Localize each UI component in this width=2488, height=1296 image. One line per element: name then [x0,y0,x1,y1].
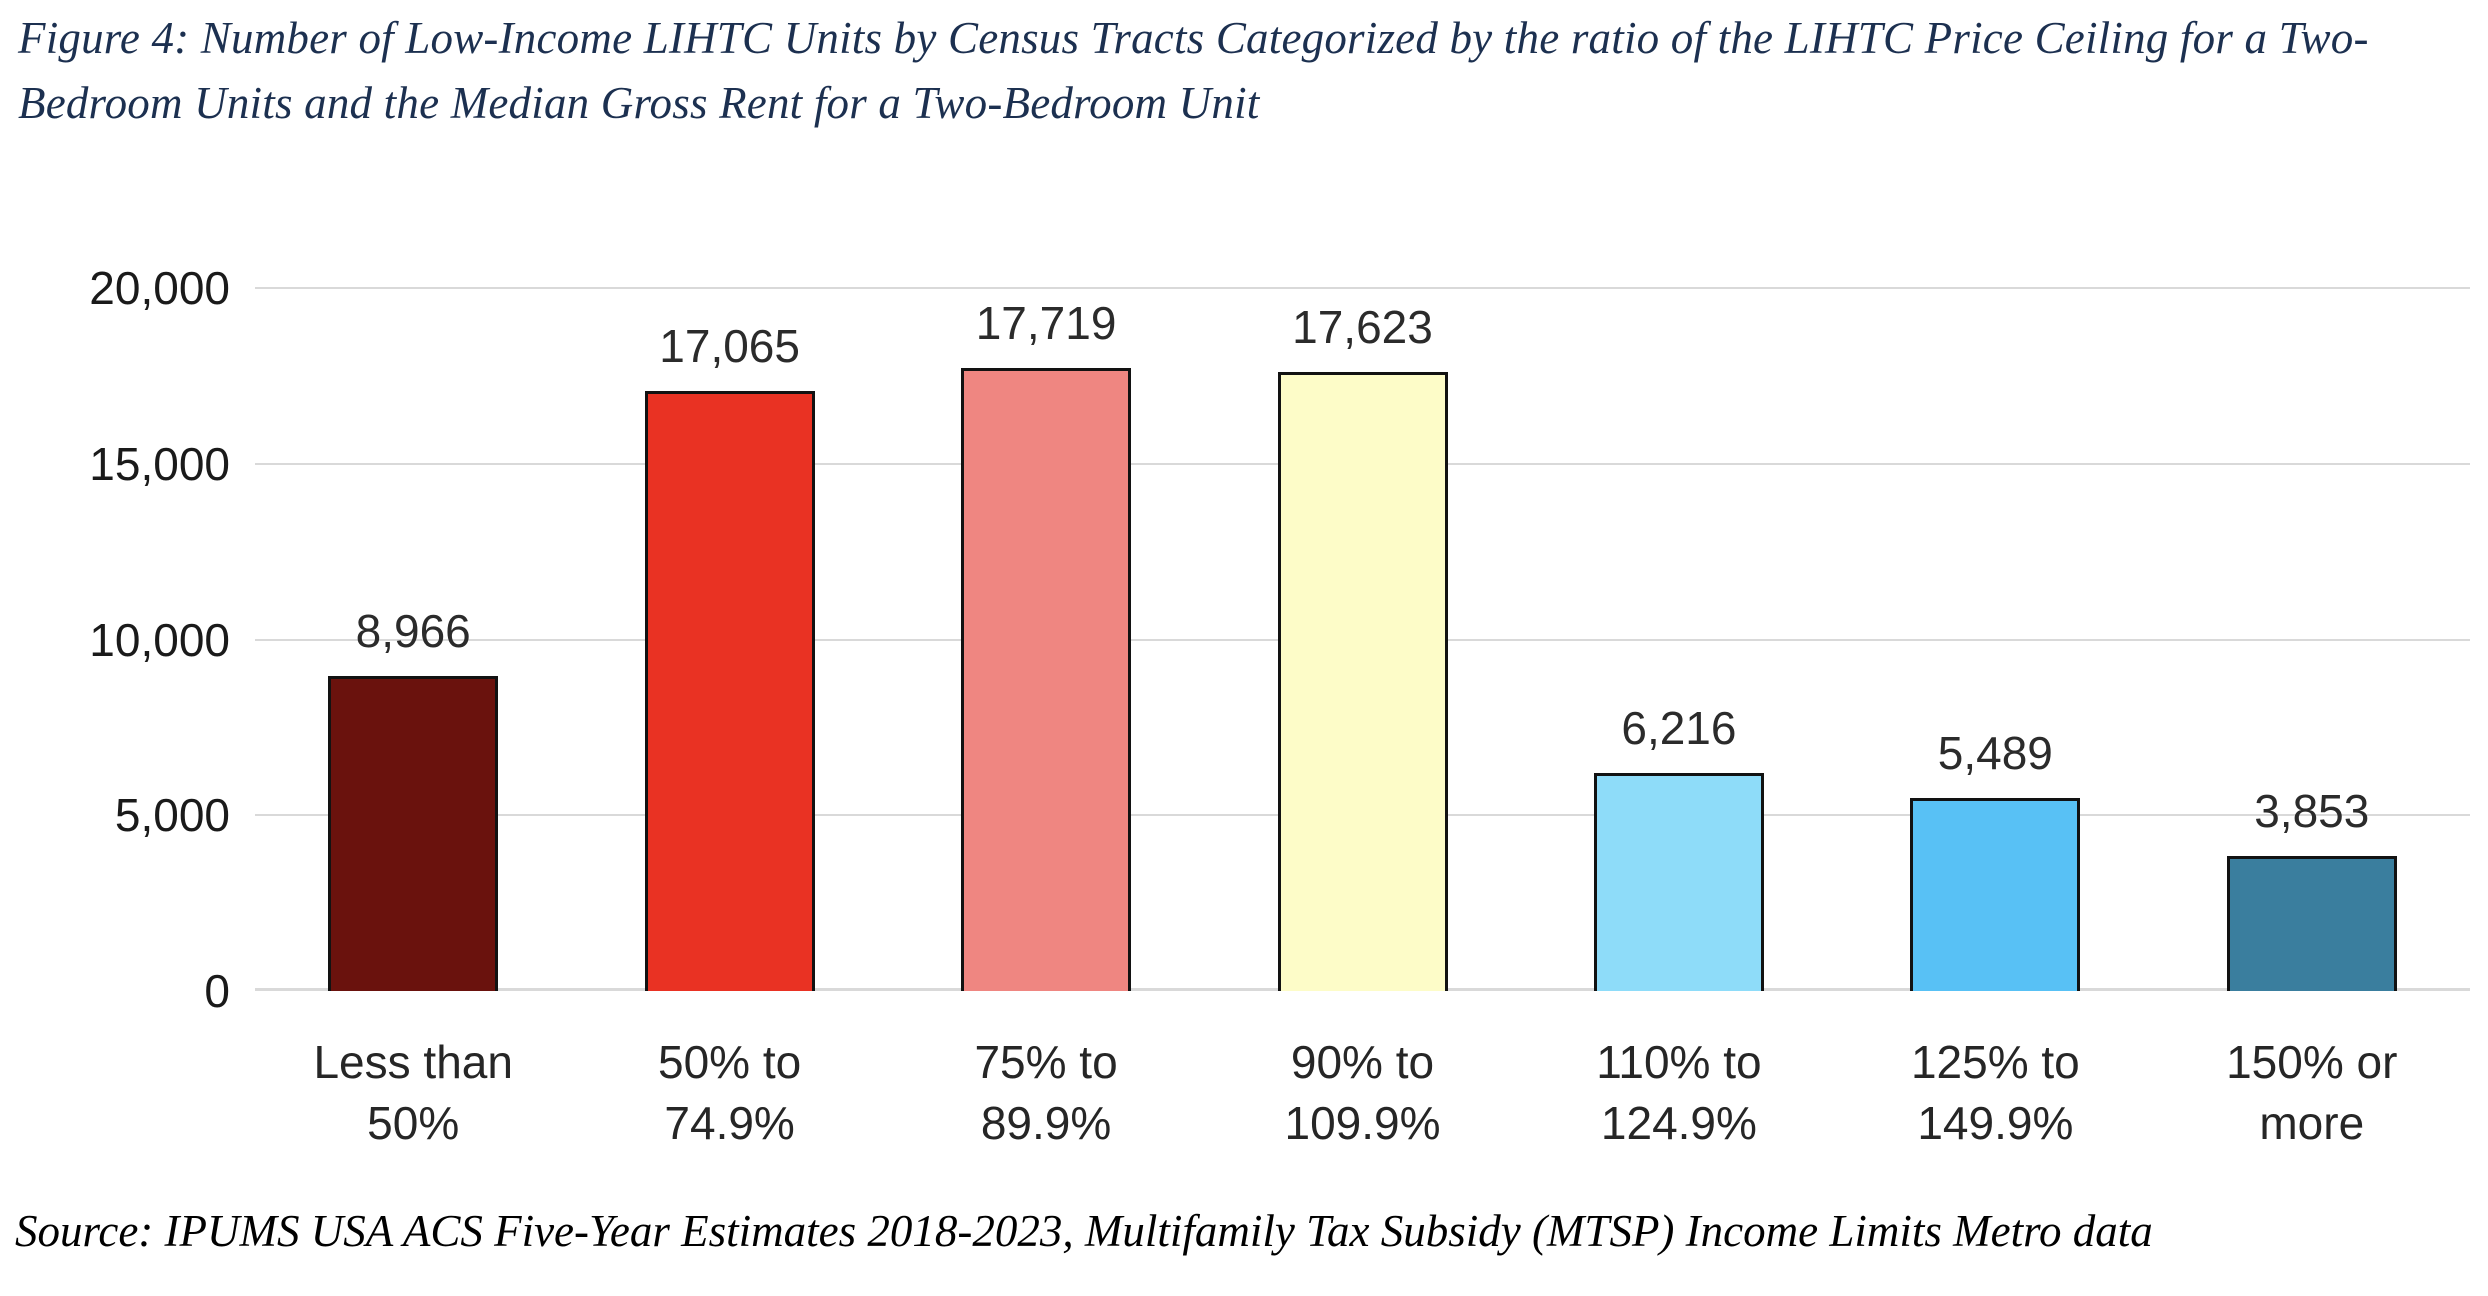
gridline-20000 [255,287,2470,289]
x-tick-label-2: 50% to 74.9% [571,1032,887,1153]
bar-5 [1593,773,1764,991]
x-tick-label-line: 89.9% [980,1096,1112,1149]
bar-value-label-4: 17,623 [1292,301,1433,353]
bar-value-label-2: 17,065 [659,320,800,372]
x-tick-label-5: 110% to 124.9% [1521,1032,1837,1153]
source-note: Source: IPUMS USA ACS Five-Year Estimate… [15,1206,2153,1256]
x-tick-label-line: Less than [313,1036,513,1088]
x-tick-label-line: 50% to [658,1036,802,1088]
y-tick-label-10000: 10,000 [89,613,230,666]
y-tick-label-20000: 20,000 [89,262,230,314]
bar-6 [1910,798,2081,991]
x-tick-label-1: Less than 50% [255,1032,571,1153]
x-tick-label-line: 50% [367,1096,460,1149]
x-tick-label-line: 150% or [2226,1036,2398,1088]
x-axis: Less than 50% 50% to 74.9% 75% to 89.9% 90% to… [255,1032,2470,1192]
bar-value-label-1: 8,966 [355,605,471,657]
x-tick-label-4: 90% to 109.9% [1204,1032,1520,1153]
x-tick-label-line: more [2259,1096,2365,1149]
x-tick-label-line: 149.9% [1917,1096,2074,1149]
bar-7 [2226,856,2397,991]
x-tick-label-3: 75% to 89.9% [888,1032,1204,1153]
x-tick-label-line: 74.9% [664,1096,795,1149]
x-tick-label-line: 110% to [1596,1036,1762,1088]
x-tick-label-line: 124.9% [1600,1096,1757,1149]
x-tick-label-7: 150% or more [2154,1032,2470,1153]
figure-title: Figure 4: Number of Low-Income LIHTC Uni… [18,13,2369,129]
x-tick-label-6: 125% to 149.9% [1837,1032,2153,1153]
bar-value-label-3: 17,719 [975,297,1117,349]
y-tick-label-5000: 5,000 [114,789,230,842]
bar-2 [644,391,815,991]
y-axis: 0 5,000 10,000 15,000 20,000 [40,262,230,1017]
bar-4 [1277,372,1448,991]
x-tick-label-line: 75% to [974,1036,1118,1088]
y-tick-label-0: 0 [204,965,230,1017]
x-tick-label-line: 125% to [1910,1036,2080,1088]
bar-value-label-6: 5,489 [1937,727,2053,779]
bar-value-label-7: 3,853 [2254,785,2370,837]
y-tick-label-15000: 15,000 [89,437,230,490]
bar-3 [961,368,1132,991]
bar-value-label-5: 6,216 [1621,702,1737,754]
bar-1 [328,676,499,991]
x-tick-label-line: 90% to [1290,1036,1435,1088]
x-tick-label-line: 109.9% [1284,1096,1441,1149]
plot-area: 8,966 17,065 17,719 17,623 6,216 5,489 3,853 [255,287,2470,991]
